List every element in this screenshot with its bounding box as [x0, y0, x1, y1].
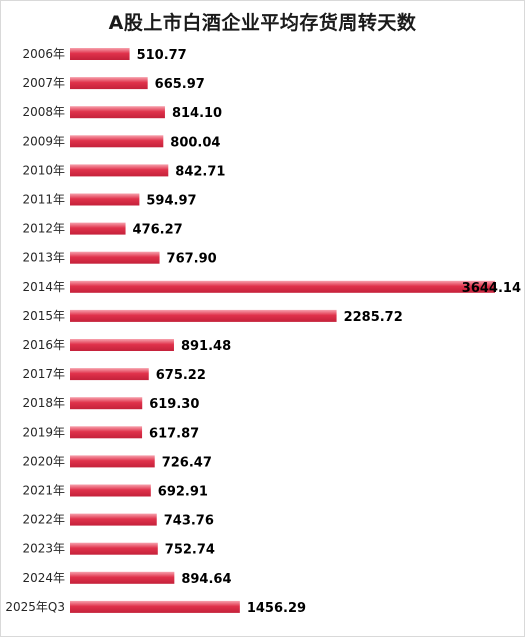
- bar: [70, 164, 169, 177]
- category-label: 2008年: [22, 105, 65, 119]
- category-label: 2013年: [22, 251, 65, 265]
- bar: [70, 280, 495, 293]
- bar: [70, 48, 130, 60]
- bar: [70, 339, 174, 351]
- category-label: 2022年: [22, 513, 65, 527]
- bar: [70, 600, 240, 613]
- category-label: 2017年: [22, 367, 65, 381]
- category-label: 2006年: [22, 47, 65, 61]
- bar: [70, 222, 126, 235]
- category-label: 2015年: [22, 309, 65, 323]
- category-label: 2009年: [22, 134, 65, 148]
- value-label: 692.91: [158, 485, 208, 500]
- category-label: 2011年: [22, 193, 65, 207]
- value-label: 2285.72: [344, 310, 403, 325]
- bar: [70, 513, 157, 526]
- bar: [70, 77, 148, 90]
- value-label: 476.27: [133, 223, 183, 238]
- category-label: 2018年: [22, 396, 65, 410]
- chart-title: A股上市白酒企业平均存货周转天数: [108, 12, 417, 34]
- value-label: 594.97: [146, 194, 196, 209]
- category-label: 2016年: [22, 338, 65, 352]
- bar: [70, 368, 149, 381]
- category-label: 2010年: [22, 163, 65, 177]
- category-label: 2007年: [22, 76, 65, 90]
- value-label: 726.47: [162, 455, 212, 470]
- value-label: 842.71: [175, 164, 225, 179]
- category-label: 2024年: [22, 571, 65, 585]
- value-label: 675.22: [156, 368, 206, 383]
- bar: [70, 193, 140, 206]
- value-label: 894.64: [181, 572, 231, 587]
- value-label: 814.10: [172, 106, 222, 121]
- bar: [70, 397, 143, 410]
- value-label: 743.76: [164, 514, 214, 529]
- category-label: 2019年: [22, 425, 65, 439]
- bar: [70, 135, 164, 148]
- value-label: 752.74: [165, 543, 215, 558]
- value-label: 510.77: [137, 48, 187, 63]
- value-label: 619.30: [149, 397, 199, 412]
- value-label: 767.90: [167, 252, 217, 267]
- bar: [70, 251, 160, 264]
- value-label: 1456.29: [247, 601, 306, 616]
- bar: [70, 484, 151, 497]
- value-label: 617.87: [149, 426, 199, 441]
- category-label: 2012年: [22, 222, 65, 236]
- value-label: 3644.14: [462, 281, 521, 296]
- value-label: 800.04: [170, 135, 220, 150]
- bar: [70, 309, 337, 322]
- category-label: 2020年: [22, 454, 65, 468]
- bar: [70, 542, 158, 555]
- category-label: 2014年: [22, 280, 65, 294]
- category-label: 2025年Q3: [5, 600, 65, 614]
- bar: [70, 455, 155, 468]
- category-label: 2023年: [22, 542, 65, 556]
- category-label: 2021年: [22, 484, 65, 498]
- bar: [70, 106, 165, 119]
- value-label: 665.97: [155, 77, 205, 92]
- bar: [70, 571, 175, 584]
- value-label: 891.48: [181, 339, 231, 354]
- bar: [70, 426, 143, 439]
